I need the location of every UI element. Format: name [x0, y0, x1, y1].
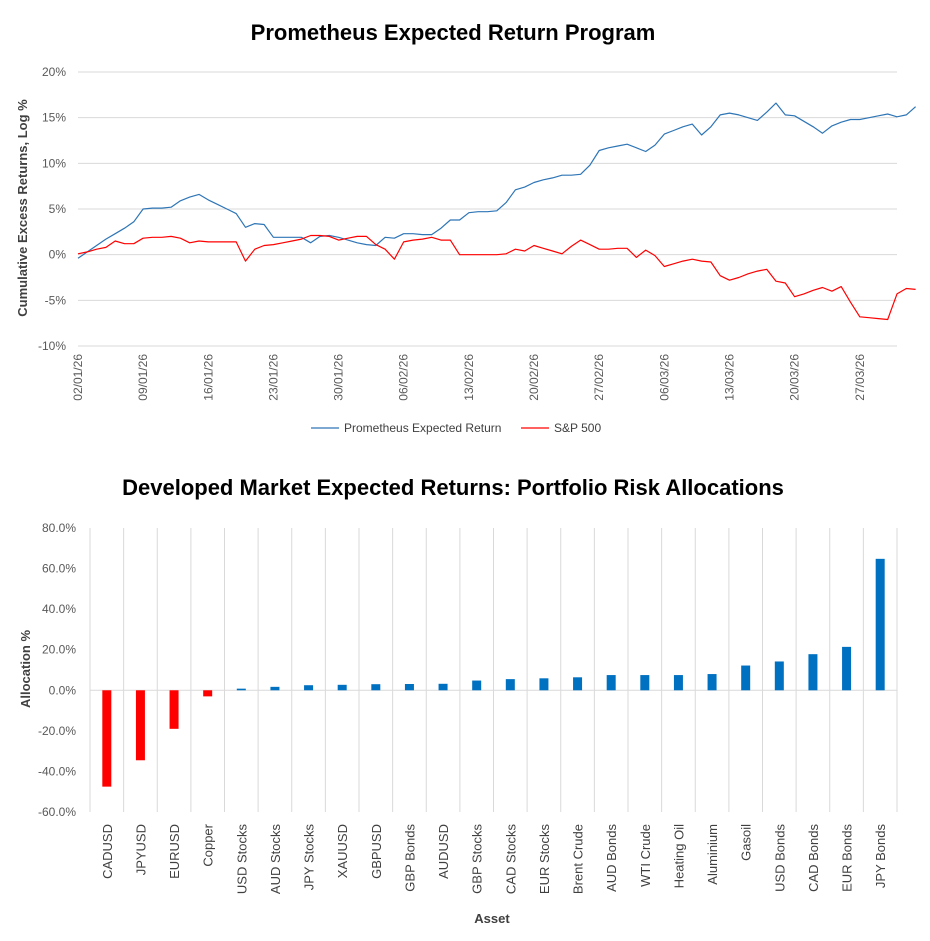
line-chart-x-tick-label: 16/01/26	[201, 354, 215, 401]
bar-copper	[203, 690, 213, 697]
bar-eurusd	[169, 690, 179, 729]
line-chart-y-tick-label: -10%	[38, 339, 66, 353]
bar-chart-x-axis-label: Asset	[474, 911, 510, 926]
bar-chart-y-tick-label: 40.0%	[42, 602, 76, 616]
line-chart-x-tick-label: 27/03/26	[853, 354, 867, 401]
bar-chart-y-tick-label: 80.0%	[42, 521, 76, 535]
line-chart-x-ticks: 02/01/26 09/01/26 16/01/26 23/01/26 30/01/26…	[71, 354, 867, 401]
category-label-cadusd: CADUSD	[100, 824, 115, 879]
bar-chart-y-tick-label: -20.0%	[38, 724, 76, 738]
bar-cad-bonds	[808, 654, 818, 691]
legend-label-prometheus: Prometheus Expected Return	[344, 421, 501, 435]
line-chart-gridlines	[78, 71, 897, 347]
bar-aluminium	[707, 674, 717, 691]
bar-heating-oil	[673, 675, 683, 691]
line-chart-x-tick-label: 23/01/26	[266, 354, 280, 401]
category-label-heating-oil: Heating Oil	[671, 824, 686, 888]
bar-cad-stocks	[505, 679, 515, 691]
bar-gasoil	[741, 665, 751, 691]
category-label-wti-crude: WTI Crude	[638, 824, 653, 887]
bar-chart-y-tick-label: -60.0%	[38, 805, 76, 819]
series-line-prometheus-expected-return	[77, 102, 916, 259]
bar-cadusd	[102, 690, 112, 787]
bar-jpy-bonds	[875, 558, 885, 691]
category-label-aud-bonds: AUD Bonds	[604, 824, 619, 892]
series-line-s-p-500	[77, 234, 916, 321]
category-label-gasoil: Gasoil	[739, 824, 754, 861]
category-label-audusd: AUDUSD	[436, 824, 451, 879]
bar-chart-gridlines	[89, 528, 898, 812]
bar-xauusd	[337, 684, 347, 691]
bar-chart: Developed Market Expected Returns: Portf…	[18, 475, 898, 926]
bar-eur-bonds	[842, 646, 852, 691]
bar-chart-y-ticks: -60.0% -40.0% -20.0% 0.0% 20.0% 40.0% 60.0% 80.…	[38, 521, 76, 819]
line-chart-x-tick-label: 09/01/26	[136, 354, 150, 401]
line-chart-x-tick-label: 27/02/26	[592, 354, 606, 401]
category-label-cad-bonds: CAD Bonds	[806, 824, 821, 892]
bar-usd-bonds	[774, 661, 784, 691]
bar-aud-bonds	[606, 675, 616, 691]
line-chart-x-tick-label: 06/02/26	[397, 354, 411, 401]
line-chart-x-tick-label: 13/02/26	[462, 354, 476, 401]
category-label-gbpusd: GBPUSD	[369, 824, 384, 879]
line-chart-series	[77, 102, 916, 321]
bar-usd-stocks	[236, 688, 246, 691]
category-label-copper: Copper	[201, 823, 216, 866]
bar-jpyusd	[135, 690, 145, 761]
category-label-usd-stocks: USD Stocks	[234, 824, 249, 895]
bar-audusd	[438, 683, 448, 691]
line-chart-x-tick-label: 02/01/26	[71, 354, 85, 401]
category-label-jpyusd: JPYUSD	[133, 824, 148, 875]
bar-chart-category-labels: CADUSD JPYUSD EURUSD Copper USD Stocks AUD St…	[100, 823, 888, 894]
bar-chart-bars	[102, 558, 885, 787]
bar-gbp-bonds	[404, 683, 414, 691]
line-chart-x-tick-label: 30/01/26	[332, 354, 346, 401]
bar-chart-y-tick-label: 0.0%	[49, 683, 77, 697]
category-label-cad-stocks: CAD Stocks	[503, 824, 518, 895]
category-label-aud-stocks: AUD Stocks	[268, 824, 283, 895]
category-label-eur-stocks: EUR Stocks	[537, 824, 552, 895]
category-label-xauusd: XAUUSD	[335, 824, 350, 878]
line-chart-x-tick-label: 06/03/26	[657, 354, 671, 401]
category-label-brent-crude: Brent Crude	[571, 824, 586, 894]
line-chart-y-tick-label: 20%	[42, 65, 66, 79]
legend-label-sp500: S&P 500	[554, 421, 601, 435]
category-label-jpy-stocks: JPY Stocks	[302, 824, 317, 891]
category-label-aluminium: Aluminium	[705, 824, 720, 885]
category-label-gbp-bonds: GBP Bonds	[402, 824, 417, 892]
bar-gbp-stocks	[472, 680, 482, 691]
line-chart-y-tick-label: -5%	[45, 293, 67, 307]
line-chart-y-tick-label: 10%	[42, 156, 66, 170]
bar-chart-y-tick-label: 20.0%	[42, 643, 76, 657]
category-label-usd-bonds: USD Bonds	[772, 824, 787, 892]
bar-gbpusd	[371, 684, 381, 691]
line-chart: Prometheus Expected Return Program -10%-…	[15, 20, 916, 435]
line-chart-y-tick-label: 0%	[49, 248, 67, 262]
line-chart-y-tick-label: 15%	[42, 111, 66, 125]
line-chart-y-ticks: -10% -5% 0% 5% 10% 15% 20%	[38, 65, 66, 353]
category-label-gbp-stocks: GBP Stocks	[470, 824, 485, 894]
bar-chart-y-axis-label: Allocation %	[18, 630, 33, 708]
line-chart-y-tick-label: 5%	[49, 202, 67, 216]
line-chart-legend: Prometheus Expected Return S&P 500	[311, 421, 601, 435]
bar-chart-y-tick-label: -40.0%	[38, 764, 76, 778]
line-chart-x-tick-label: 13/03/26	[722, 354, 736, 401]
category-label-jpy-bonds: JPY Bonds	[873, 824, 888, 889]
bar-chart-y-tick-label: 60.0%	[42, 562, 76, 576]
line-chart-y-axis-label: Cumulative Excess Returns, Log %	[15, 99, 30, 317]
bar-wti-crude	[640, 675, 650, 691]
category-label-eur-bonds: EUR Bonds	[840, 824, 855, 892]
line-chart-x-tick-label: 20/02/26	[527, 354, 541, 401]
bar-eur-stocks	[539, 678, 549, 691]
line-chart-title: Prometheus Expected Return Program	[251, 20, 656, 45]
bar-jpy-stocks	[304, 685, 314, 691]
category-label-eurusd: EURUSD	[167, 824, 182, 879]
bar-brent-crude	[573, 677, 583, 691]
line-chart-x-tick-label: 20/03/26	[788, 354, 802, 401]
bar-chart-title: Developed Market Expected Returns: Portf…	[122, 475, 784, 500]
bar-aud-stocks	[270, 686, 280, 691]
